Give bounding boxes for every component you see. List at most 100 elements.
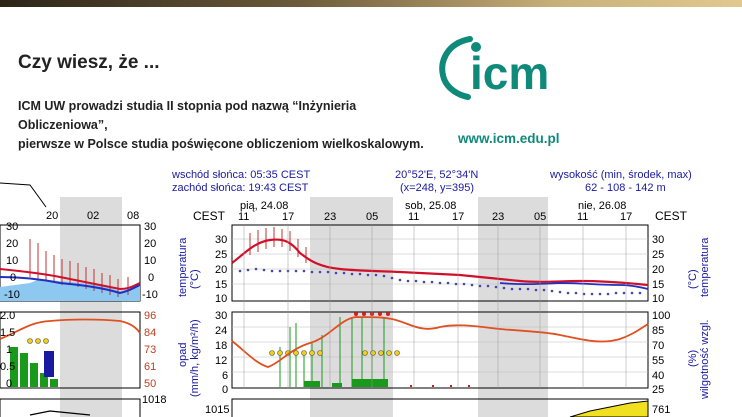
temp-tick: 25 (215, 249, 227, 261)
precip-axis-label: opad (177, 343, 189, 367)
hour-label: 23 (492, 211, 504, 223)
hour-label: 17 (620, 211, 632, 223)
temp-ticks-right: 30 25 20 15 10 (652, 234, 664, 305)
hour-label: 17 (282, 211, 294, 223)
temp-unit-right: (°C) (687, 269, 699, 289)
precip-tick: 0 (222, 384, 228, 396)
height-title: wysokość (min, środek, max) (549, 169, 692, 181)
left-pressure-panel (0, 398, 141, 417)
temp-panel-frame (231, 224, 649, 302)
temp-tick: 20 (652, 264, 664, 276)
hum-tick: 55 (652, 355, 664, 367)
left-precip-tick: 0.5 (0, 361, 15, 373)
left-temp-tick: 30 (144, 221, 156, 233)
left-precip-tick: 1 (6, 344, 12, 356)
left-temp-tick: 20 (144, 238, 156, 250)
left-temp-tick: 0 (10, 272, 16, 284)
left-temp-tick: 0 (148, 272, 154, 284)
hum-tick: 40 (652, 370, 664, 382)
left-humidity-line (0, 318, 141, 340)
hour-label: 11 (577, 211, 588, 223)
left-hum-tick: 73 (144, 344, 156, 356)
left-precip-bars (10, 347, 58, 387)
meteogram: wschód słońca: 05:35 CEST zachód słońca:… (0, 169, 711, 417)
min-temp-line (499, 282, 649, 290)
temp-tick: 15 (215, 279, 227, 291)
banner-headline: Czy wiesz, że ... (18, 52, 160, 73)
temp-tick: 10 (215, 293, 227, 305)
pressure-area (569, 400, 649, 417)
left-pressure-line (29, 410, 91, 416)
left-temp-tick: 30 (6, 221, 18, 233)
coords-text: 20°52'E, 52°34'N (395, 169, 478, 181)
temp-tick: 25 (652, 249, 664, 261)
pressure-right-tick: 761 (652, 404, 670, 416)
temp-axis-label-right: temperatura (699, 237, 711, 297)
top-decor-bar (0, 0, 742, 7)
left-min-line (0, 276, 141, 295)
left-humidity-ticks: 96 84 73 61 50 (144, 310, 156, 390)
temp-tick: 20 (215, 264, 227, 276)
temp-tick: 15 (652, 279, 664, 291)
precip-panel-frame (231, 311, 649, 389)
day-label: sob, 25.08 (405, 200, 456, 212)
icm-logo[interactable]: icm (430, 27, 580, 102)
precip-tick: 18 (215, 340, 227, 352)
banner-url-link[interactable]: www.icm.edu.pl (458, 131, 560, 146)
temp-spread-bars (249, 227, 307, 263)
temp-tick: 10 (652, 293, 664, 305)
ad-banner[interactable]: Czy wiesz, że ... ICM UW prowadzi studia… (0, 7, 742, 167)
hum-tick: 25 (652, 384, 664, 396)
left-temp-fill (0, 279, 140, 301)
left-precip-tick: 0 (6, 378, 12, 390)
left-hum-tick: 50 (144, 378, 156, 390)
night-band (478, 197, 548, 417)
left-temp-line (0, 268, 141, 291)
precip-ticks: 30 24 18 12 6 0 (215, 310, 228, 396)
left-temp-tick: -10 (4, 289, 20, 301)
humidity-ticks: 100 85 70 55 40 25 (652, 310, 670, 396)
left-precip-ticks: 2.0 1.5 1 0.5 0 (0, 310, 15, 390)
left-hum-tick: 84 (144, 327, 156, 339)
left-temp-ticks: 30 20 10 0 -10 (4, 221, 20, 301)
precip-bars (304, 379, 388, 387)
hour-label: 17 (452, 211, 464, 223)
left-night-band (60, 197, 122, 417)
dewpoint-dots (238, 267, 642, 296)
hour-label: 23 (324, 211, 336, 223)
left-temp-tick: 20 (6, 238, 18, 250)
left-hour-label: 20 (46, 210, 58, 222)
precip-markers (410, 385, 470, 387)
logo-text: icm (470, 47, 549, 99)
temp-tick: 30 (215, 234, 227, 246)
left-temp-tick: 10 (144, 255, 156, 267)
sunrise-text: wschód słońca: 05:35 CEST (171, 169, 310, 181)
humidity-line (231, 316, 649, 368)
left-precip-tick: 2.0 (0, 310, 15, 322)
hum-tick: 100 (652, 310, 670, 322)
precip-tick: 6 (222, 370, 228, 382)
hour-labels: 11 17 23 05 11 17 23 05 11 17 (238, 211, 632, 223)
left-cloud-symbols (27, 338, 49, 344)
left-precip-panel (0, 311, 141, 389)
left-hum-tick: 96 (144, 310, 156, 322)
temp-unit: (°C) (189, 269, 201, 289)
temp-ticks-left: 30 25 20 15 10 (215, 234, 227, 305)
left-temp-ticks-right: 30 20 10 0 -10 (142, 221, 158, 301)
hum-tick: 70 (652, 340, 664, 352)
precip-tick: 30 (215, 310, 227, 322)
sunset-text: zachód słońca: 19:43 CEST (172, 182, 309, 194)
hour-label: 05 (534, 211, 546, 223)
precip-tick: 12 (215, 355, 227, 367)
temp-tick: 30 (652, 234, 664, 246)
left-precip-bars-dark (44, 351, 54, 377)
day-label: nie, 26.08 (578, 200, 626, 212)
left-temp-tick: -10 (142, 289, 158, 301)
timezone-right: CEST (655, 209, 688, 223)
hour-label: 05 (366, 211, 378, 223)
hour-label: 11 (238, 211, 249, 223)
left-hum-tick: 61 (144, 361, 156, 373)
precip-tick: 24 (215, 325, 227, 337)
left-hour-label: 02 (87, 210, 99, 222)
hour-label: 11 (408, 211, 419, 223)
